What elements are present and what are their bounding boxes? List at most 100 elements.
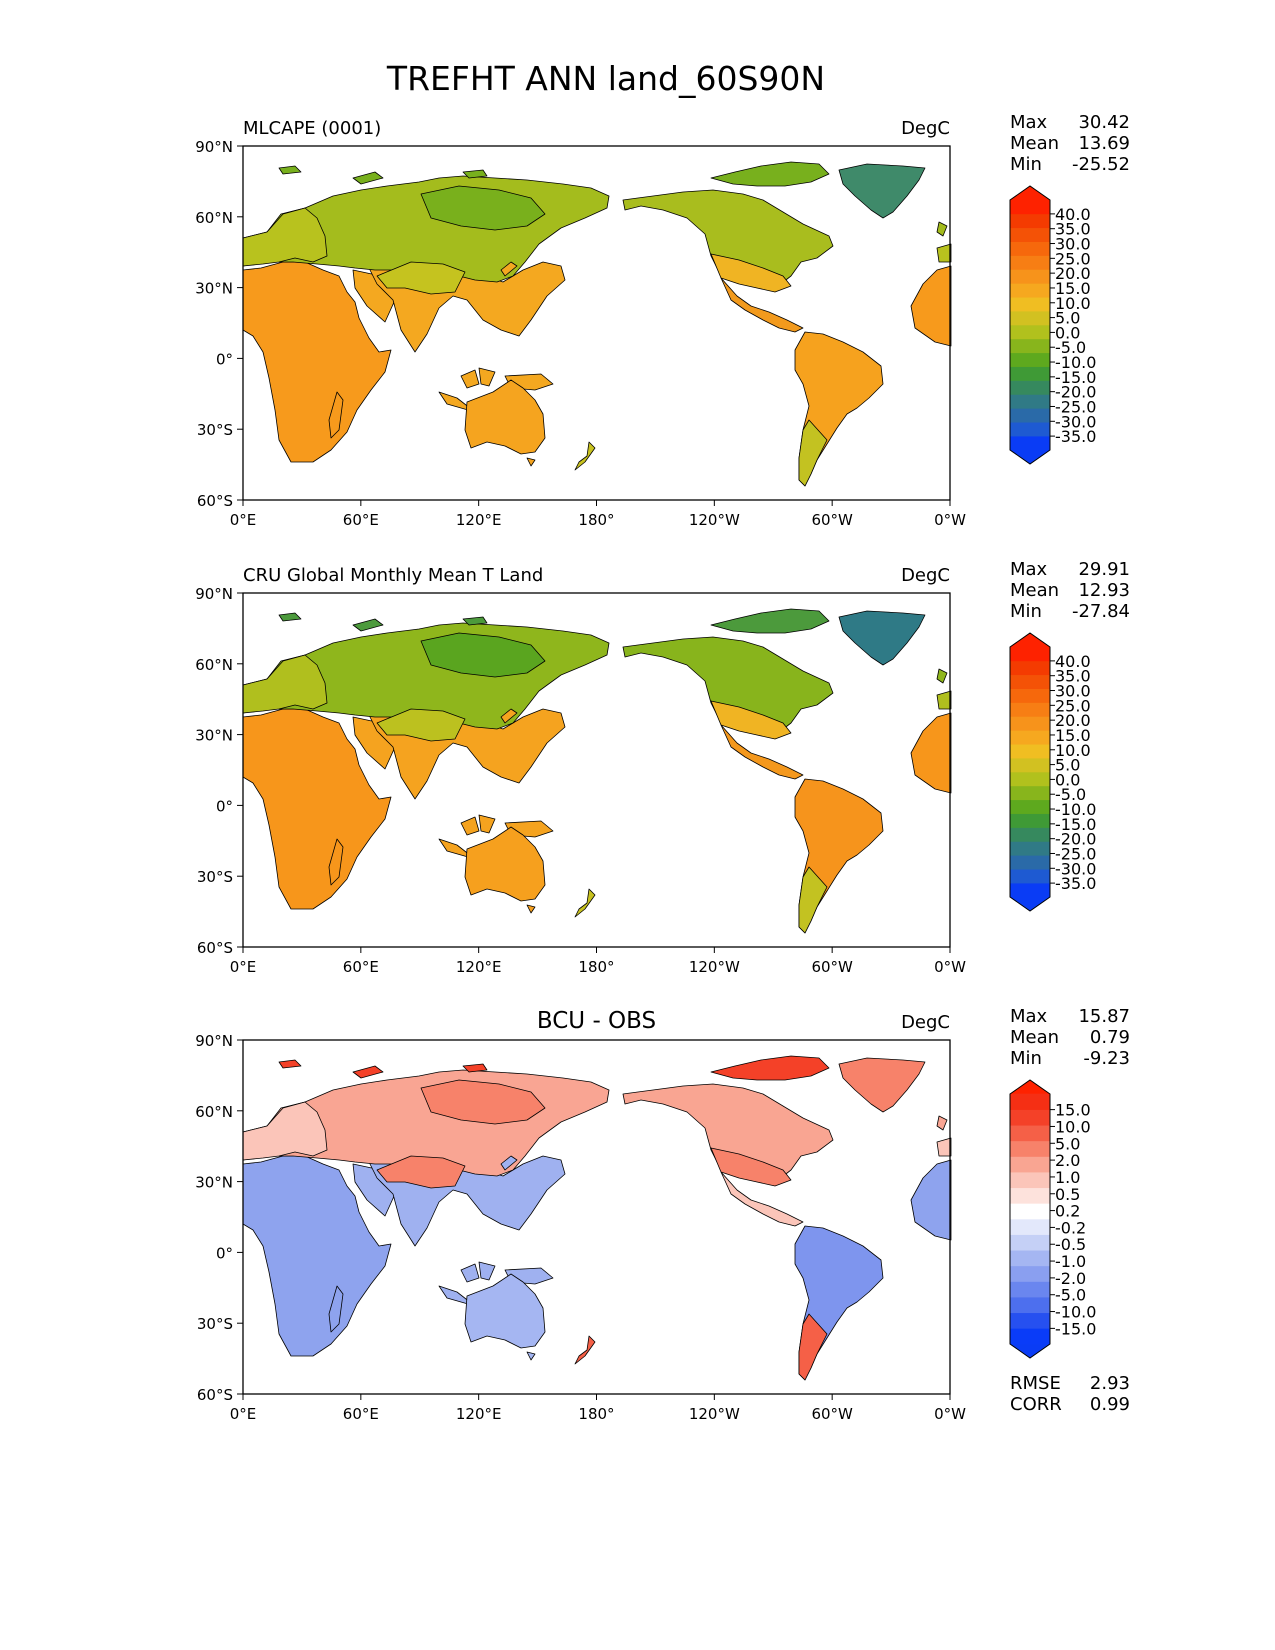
- region-arctic-islands: [710, 608, 830, 634]
- colorbar-label: 30.0: [1055, 682, 1091, 701]
- colorbar-swatch: [1010, 674, 1050, 689]
- colorbar-swatch: [1010, 1312, 1050, 1329]
- colorbar-label: 5.0: [1055, 1134, 1080, 1153]
- colorbar-label: 25.0: [1055, 249, 1091, 268]
- region-asia-south: [478, 814, 496, 834]
- stat-label-mean: Mean: [1010, 133, 1059, 154]
- colorbar-swatch: [1010, 1234, 1050, 1251]
- colorbar-swatch: [1010, 338, 1050, 354]
- colorbar-swatch: [1010, 660, 1050, 676]
- colorbar-label: -0.5: [1055, 1235, 1086, 1254]
- colorbar-label: 10.0: [1055, 294, 1091, 313]
- colorbar-swatch: [1010, 1124, 1050, 1142]
- lat-tick-label: 60°N: [195, 656, 233, 674]
- stat-value-mean: 13.69: [1078, 133, 1130, 154]
- region-africa: [328, 391, 344, 439]
- lon-tick-label: 120°E: [456, 511, 502, 529]
- lat-tick-label: 0°: [216, 797, 233, 815]
- region-europe: [242, 654, 328, 714]
- colorbar-min-extend: [1010, 897, 1050, 911]
- colorbar-swatch: [1010, 324, 1050, 340]
- region-north-america: [622, 1083, 834, 1185]
- colorbar-label: 5.0: [1055, 756, 1080, 775]
- lat-tick-label: 30°N: [195, 1174, 233, 1192]
- difference-metrics: RMSE 2.93 CORR 0.99: [1010, 1373, 1130, 1415]
- colorbar-swatch: [1010, 1328, 1050, 1345]
- lat-tick-label: 0°: [216, 1244, 233, 1262]
- lon-tick-label: 120°W: [689, 511, 740, 529]
- colorbar-swatch: [1010, 841, 1050, 856]
- lon-tick-label: 60°W: [811, 958, 853, 976]
- lat-tick-label: 60°S: [197, 939, 233, 957]
- colorbar-label: -5.0: [1055, 785, 1086, 804]
- region-africa: [242, 1155, 392, 1357]
- lon-tick-label: 120°E: [456, 958, 502, 976]
- colorbar: 40.035.030.025.020.015.010.05.00.0-5.0-1…: [1009, 632, 1096, 912]
- region-australia: [526, 904, 536, 914]
- colorbar-label: 35.0: [1055, 667, 1091, 686]
- lat-tick-label: 90°N: [195, 138, 233, 156]
- lon-tick-label: 180°: [578, 958, 614, 976]
- colorbar-swatch: [1010, 730, 1050, 745]
- lon-tick-label: 60°E: [343, 1405, 379, 1423]
- region-siberia: [420, 185, 546, 231]
- region-arctic-islands: [278, 612, 302, 622]
- region-africa: [910, 265, 952, 347]
- stat-label-max: Max: [1010, 1006, 1048, 1027]
- colorbar-label: 0.2: [1055, 1202, 1080, 1221]
- region-arctic-islands: [462, 616, 488, 626]
- map-panel-test: MLCAPE (0001) DegC90°N60°N30°N0°30°S60°S0…: [195, 112, 1130, 529]
- region-arctic-islands: [710, 1055, 830, 1081]
- colorbar-outline: [1009, 185, 1051, 465]
- colorbar-swatch: [1010, 380, 1050, 395]
- stat-label-mean: Mean: [1010, 1027, 1059, 1048]
- corr-label: CORR: [1010, 1394, 1062, 1415]
- region-africa: [328, 838, 344, 886]
- colorbar-swatch: [1010, 1249, 1050, 1267]
- region-siberia: [420, 1079, 546, 1125]
- region-tibet: [376, 1155, 466, 1189]
- region-central-america: [720, 1171, 804, 1227]
- colorbar-label: 35.0: [1055, 220, 1091, 239]
- lat-tick-label: 90°N: [195, 585, 233, 603]
- colorbar-swatch: [1010, 771, 1050, 787]
- colorbar-swatch: [1010, 283, 1050, 298]
- lon-tick-label: 60°W: [811, 1405, 853, 1423]
- colorbar-label: -35.0: [1055, 427, 1096, 446]
- colorbar-swatch: [1010, 394, 1050, 409]
- colorbar-swatch: [1010, 785, 1050, 801]
- colorbar-swatch: [1010, 1281, 1050, 1298]
- region-africa: [910, 1159, 952, 1241]
- colorbar-swatch: [1010, 1156, 1050, 1173]
- region-arctic-islands: [710, 161, 830, 187]
- region-asia-south: [500, 708, 518, 724]
- stat-value-min: -9.23: [1083, 1048, 1130, 1069]
- region-greenland: [838, 163, 926, 219]
- colorbar-swatch: [1010, 702, 1050, 717]
- colorbar-swatch: [1010, 296, 1050, 312]
- region-africa: [328, 1285, 344, 1333]
- lat-tick-label: 60°N: [195, 209, 233, 227]
- colorbar-label: -30.0: [1055, 859, 1096, 878]
- colorbar-label: -35.0: [1055, 874, 1096, 893]
- lon-tick-label: 120°E: [456, 1405, 502, 1423]
- stat-value-mean: 0.79: [1090, 1027, 1130, 1048]
- colorbar-label: 40.0: [1055, 652, 1091, 671]
- colorbar-label: -5.0: [1055, 338, 1086, 357]
- colorbar-swatch: [1010, 646, 1050, 662]
- colorbar-label: 0.0: [1055, 770, 1080, 789]
- region-arctic-islands: [462, 169, 488, 179]
- lat-tick-label: 30°N: [195, 727, 233, 745]
- region-patagonia: [798, 419, 828, 487]
- region-nz: [574, 441, 596, 471]
- lon-tick-label: 60°W: [811, 511, 853, 529]
- lon-tick-label: 60°E: [343, 511, 379, 529]
- colorbar-min-extend: [1010, 1344, 1050, 1358]
- region-siberia: [420, 632, 546, 678]
- region-australia: [464, 379, 546, 455]
- colorbar-swatch: [1010, 1093, 1050, 1110]
- lat-tick-label: 0°: [216, 350, 233, 368]
- region-australia: [464, 826, 546, 902]
- colorbar-swatch: [1010, 1171, 1050, 1189]
